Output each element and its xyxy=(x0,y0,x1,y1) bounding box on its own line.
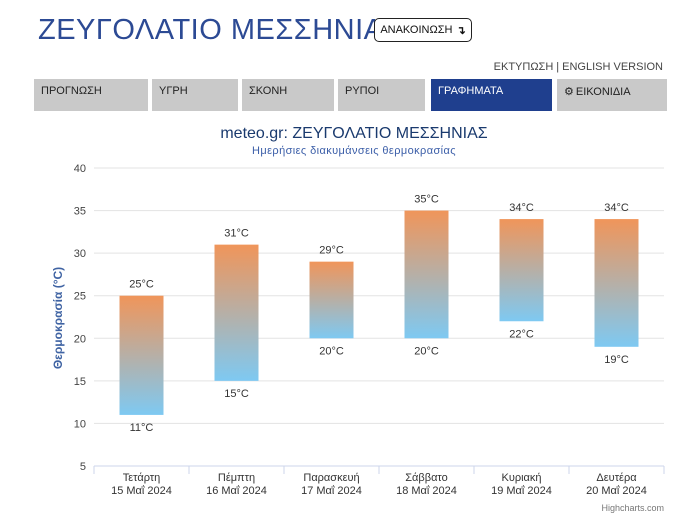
english-version-link[interactable]: ENGLISH VERSION xyxy=(562,61,663,73)
x-tick-label-date: 18 Μαΐ 2024 xyxy=(396,485,457,497)
high-temp-label: 29°C xyxy=(319,245,344,257)
low-temp-label: 15°C xyxy=(224,388,249,400)
x-tick-label-date: 16 Μαΐ 2024 xyxy=(206,485,267,497)
chart-title: meteo.gr: ΖΕΥΓΟΛΑΤΙΟ ΜΕΣΣΗΝΙΑΣ xyxy=(220,125,487,142)
tab-icons[interactable]: ⚙ ΕΙΚΟΝΙΔΙΑ xyxy=(557,79,667,111)
y-tick-label: 40 xyxy=(74,163,86,175)
tab-label: ΓΡΑΦΗΜΑΤΑ xyxy=(438,85,504,97)
arrow-down-icon: ↴ xyxy=(456,24,466,37)
x-tick-label-day: Σάββατο xyxy=(405,472,447,484)
y-tick-label: 25 xyxy=(74,291,86,303)
low-temp-label: 20°C xyxy=(319,345,344,357)
chart-subtitle: Ημερήσιες διακυμάνσεις θερμοκρασίας xyxy=(252,145,456,157)
x-tick-label-day: Δευτέρα xyxy=(596,472,637,484)
x-tick-label-day: Κυριακή xyxy=(501,472,541,484)
temperature-range-bar xyxy=(119,295,164,415)
temperature-range-bar xyxy=(404,210,449,339)
x-tick-label-day: Τετάρτη xyxy=(123,472,161,484)
announcement-button[interactable]: ΑΝΑΚΟΙΝΩΣΗ ↴ xyxy=(374,18,472,42)
y-tick-label: 20 xyxy=(74,333,86,345)
y-tick-label: 15 xyxy=(74,376,86,388)
x-tick-label-date: 15 Μαΐ 2024 xyxy=(111,485,172,497)
bar-series xyxy=(119,210,639,415)
gear-icon: ⚙ xyxy=(564,86,574,98)
y-tick-label: 35 xyxy=(74,206,86,218)
high-temp-label: 34°C xyxy=(509,202,534,214)
link-separator: | xyxy=(556,61,560,73)
highcharts-credit[interactable]: Highcharts.com xyxy=(601,503,664,513)
low-temp-label: 20°C xyxy=(414,345,439,357)
tab-label: ΥΓΡΗ xyxy=(159,85,188,97)
temperature-range-bar xyxy=(499,219,544,322)
tab-dust[interactable]: ΣΚΟΝΗ xyxy=(242,79,334,111)
tab-forecast[interactable]: ΠΡΟΓΝΩΣΗ xyxy=(34,79,148,111)
x-tick-label-date: 20 Μαΐ 2024 xyxy=(586,485,647,497)
tab-label: ΡΥΠΟΙ xyxy=(345,85,380,97)
x-tick-label-date: 17 Μαΐ 2024 xyxy=(301,485,362,497)
tab-label: ΕΙΚΟΝΙΔΙΑ xyxy=(575,86,631,98)
tab-humidity[interactable]: ΥΓΡΗ xyxy=(152,79,238,111)
page-title: ΖΕΥΓΟΛΑΤΙΟ ΜΕΣΣΗΝΙΑΣ xyxy=(38,14,402,46)
temperature-range-bar xyxy=(594,219,639,347)
low-temp-label: 11°C xyxy=(130,422,154,434)
high-temp-label: 34°C xyxy=(604,202,629,214)
y-tick-label: 30 xyxy=(74,248,86,260)
high-temp-label: 25°C xyxy=(129,279,154,291)
data-labels: 25°C 11°C 31°C 15°C 29°C 20°C 35°C 20°C 34°C 22°C… xyxy=(129,194,629,434)
top-links: ΕΚΤΥΠΩΣΗ | ENGLISH VERSION xyxy=(494,61,663,73)
print-link[interactable]: ΕΚΤΥΠΩΣΗ xyxy=(493,61,554,73)
tab-label: ΣΚΟΝΗ xyxy=(249,85,288,97)
high-temp-label: 31°C xyxy=(224,228,249,240)
temperature-range-bar xyxy=(309,261,354,339)
temperature-chart: meteo.gr: ΖΕΥΓΟΛΑΤΙΟ ΜΕΣΣΗΝΙΑΣ Ημερήσιες… xyxy=(51,125,665,497)
y-axis-title: Θερμοκρασία (°C) xyxy=(51,267,65,369)
x-tick-label-day: Πέμπτη xyxy=(218,472,255,484)
y-tick-label: 5 xyxy=(80,461,86,473)
announcement-label: ΑΝΑΚΟΙΝΩΣΗ xyxy=(380,24,453,36)
low-temp-label: 22°C xyxy=(509,328,534,340)
temperature-range-bar xyxy=(214,244,259,381)
x-tick-label-date: 19 Μαΐ 2024 xyxy=(491,485,552,497)
x-tick-label-day: Παρασκευή xyxy=(303,472,359,484)
tab-label: ΠΡΟΓΝΩΣΗ xyxy=(41,85,102,97)
y-tick-label: 10 xyxy=(74,418,86,430)
low-temp-label: 19°C xyxy=(604,354,629,366)
tab-charts[interactable]: ΓΡΑΦΗΜΑΤΑ xyxy=(431,79,552,111)
grid-lines xyxy=(94,167,664,467)
tab-pollutants[interactable]: ΡΥΠΟΙ xyxy=(338,79,425,111)
y-axis-ticks: 5 10 15 20 25 30 35 40 xyxy=(74,163,86,473)
high-temp-label: 35°C xyxy=(414,194,439,206)
